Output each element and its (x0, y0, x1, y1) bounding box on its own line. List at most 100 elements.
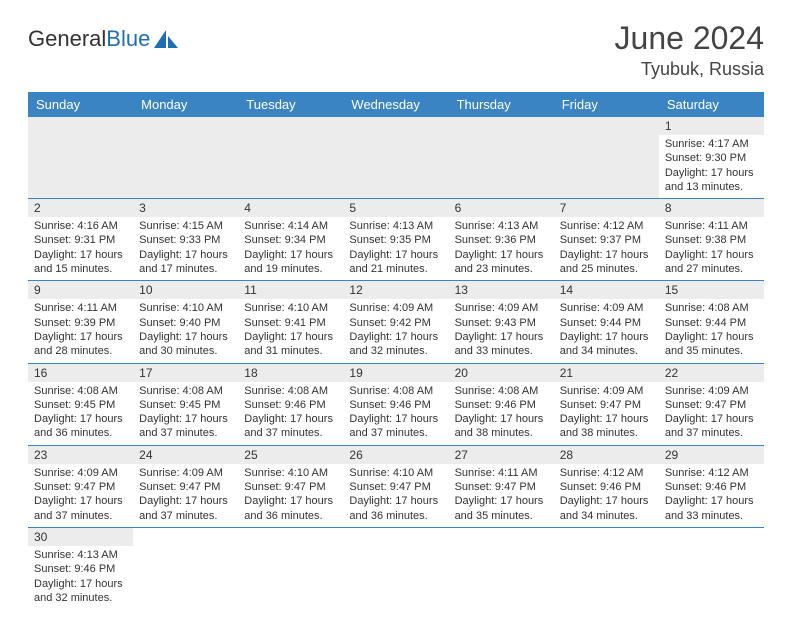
sunrise-text: Sunrise: 4:12 AM (665, 466, 758, 480)
daylight-text: Daylight: 17 hours and 33 minutes. (665, 494, 758, 523)
sunrise-text: Sunrise: 4:08 AM (139, 384, 232, 398)
sunrise-text: Sunrise: 4:13 AM (349, 219, 442, 233)
sunrise-text: Sunrise: 4:09 AM (34, 466, 127, 480)
day-details: Sunrise: 4:08 AMSunset: 9:45 PMDaylight:… (28, 382, 133, 445)
weekday-header: Sunday (28, 92, 133, 117)
calendar-cell: 13Sunrise: 4:09 AMSunset: 9:43 PMDayligh… (449, 281, 554, 363)
sunrise-text: Sunrise: 4:10 AM (244, 301, 337, 315)
day-details: Sunrise: 4:12 AMSunset: 9:46 PMDaylight:… (659, 464, 764, 527)
sunset-text: Sunset: 9:46 PM (34, 562, 127, 576)
day-details: Sunrise: 4:13 AMSunset: 9:46 PMDaylight:… (28, 546, 133, 609)
calendar-cell: 7Sunrise: 4:12 AMSunset: 9:37 PMDaylight… (554, 199, 659, 281)
sunset-text: Sunset: 9:42 PM (349, 316, 442, 330)
day-details: Sunrise: 4:11 AMSunset: 9:39 PMDaylight:… (28, 299, 133, 362)
sunset-text: Sunset: 9:39 PM (34, 316, 127, 330)
weekday-header: Tuesday (238, 92, 343, 117)
calendar-cell (449, 527, 554, 609)
calendar-cell: 29Sunrise: 4:12 AMSunset: 9:46 PMDayligh… (659, 445, 764, 527)
calendar-cell: 27Sunrise: 4:11 AMSunset: 9:47 PMDayligh… (449, 445, 554, 527)
calendar-cell: 21Sunrise: 4:09 AMSunset: 9:47 PMDayligh… (554, 363, 659, 445)
day-details: Sunrise: 4:09 AMSunset: 9:47 PMDaylight:… (659, 382, 764, 445)
day-number: 21 (554, 364, 659, 382)
sunset-text: Sunset: 9:37 PM (560, 233, 653, 247)
day-details: Sunrise: 4:13 AMSunset: 9:35 PMDaylight:… (343, 217, 448, 280)
calendar-cell (133, 527, 238, 609)
sunset-text: Sunset: 9:31 PM (34, 233, 127, 247)
day-number: 8 (659, 199, 764, 217)
day-number: 26 (343, 446, 448, 464)
day-number: 25 (238, 446, 343, 464)
calendar-row: 9Sunrise: 4:11 AMSunset: 9:39 PMDaylight… (28, 281, 764, 363)
day-number: 27 (449, 446, 554, 464)
calendar-cell: 9Sunrise: 4:11 AMSunset: 9:39 PMDaylight… (28, 281, 133, 363)
daylight-text: Daylight: 17 hours and 38 minutes. (560, 412, 653, 441)
day-details: Sunrise: 4:13 AMSunset: 9:36 PMDaylight:… (449, 217, 554, 280)
sunset-text: Sunset: 9:46 PM (244, 398, 337, 412)
calendar-cell: 4Sunrise: 4:14 AMSunset: 9:34 PMDaylight… (238, 199, 343, 281)
daylight-text: Daylight: 17 hours and 37 minutes. (139, 494, 232, 523)
calendar-cell (554, 527, 659, 609)
calendar-cell: 11Sunrise: 4:10 AMSunset: 9:41 PMDayligh… (238, 281, 343, 363)
daylight-text: Daylight: 17 hours and 37 minutes. (244, 412, 337, 441)
calendar-cell (554, 117, 659, 199)
calendar-cell (343, 117, 448, 199)
calendar-cell: 1Sunrise: 4:17 AMSunset: 9:30 PMDaylight… (659, 117, 764, 199)
day-details: Sunrise: 4:12 AMSunset: 9:37 PMDaylight:… (554, 217, 659, 280)
sunrise-text: Sunrise: 4:08 AM (665, 301, 758, 315)
sunset-text: Sunset: 9:47 PM (244, 480, 337, 494)
sunset-text: Sunset: 9:34 PM (244, 233, 337, 247)
day-details: Sunrise: 4:09 AMSunset: 9:47 PMDaylight:… (133, 464, 238, 527)
day-details: Sunrise: 4:16 AMSunset: 9:31 PMDaylight:… (28, 217, 133, 280)
sunrise-text: Sunrise: 4:08 AM (34, 384, 127, 398)
day-number: 10 (133, 281, 238, 299)
calendar-cell: 23Sunrise: 4:09 AMSunset: 9:47 PMDayligh… (28, 445, 133, 527)
sunrise-text: Sunrise: 4:09 AM (349, 301, 442, 315)
sunset-text: Sunset: 9:41 PM (244, 316, 337, 330)
day-details: Sunrise: 4:09 AMSunset: 9:42 PMDaylight:… (343, 299, 448, 362)
sunset-text: Sunset: 9:46 PM (665, 480, 758, 494)
day-number: 14 (554, 281, 659, 299)
day-details: Sunrise: 4:09 AMSunset: 9:44 PMDaylight:… (554, 299, 659, 362)
sail-icon (154, 30, 180, 48)
daylight-text: Daylight: 17 hours and 35 minutes. (665, 330, 758, 359)
day-details: Sunrise: 4:15 AMSunset: 9:33 PMDaylight:… (133, 217, 238, 280)
daylight-text: Daylight: 17 hours and 37 minutes. (665, 412, 758, 441)
calendar-cell: 16Sunrise: 4:08 AMSunset: 9:45 PMDayligh… (28, 363, 133, 445)
logo-text: GeneralBlue (28, 26, 150, 52)
sunrise-text: Sunrise: 4:09 AM (455, 301, 548, 315)
sunset-text: Sunset: 9:30 PM (665, 151, 758, 165)
calendar-cell (343, 527, 448, 609)
day-number: 23 (28, 446, 133, 464)
day-number: 17 (133, 364, 238, 382)
day-number: 16 (28, 364, 133, 382)
day-details: Sunrise: 4:12 AMSunset: 9:46 PMDaylight:… (554, 464, 659, 527)
daylight-text: Daylight: 17 hours and 36 minutes. (244, 494, 337, 523)
day-details: Sunrise: 4:08 AMSunset: 9:46 PMDaylight:… (238, 382, 343, 445)
sunset-text: Sunset: 9:46 PM (349, 398, 442, 412)
daylight-text: Daylight: 17 hours and 30 minutes. (139, 330, 232, 359)
daylight-text: Daylight: 17 hours and 27 minutes. (665, 248, 758, 277)
calendar-body: 1Sunrise: 4:17 AMSunset: 9:30 PMDaylight… (28, 117, 764, 609)
calendar-cell: 25Sunrise: 4:10 AMSunset: 9:47 PMDayligh… (238, 445, 343, 527)
day-number: 1 (659, 117, 764, 135)
sunrise-text: Sunrise: 4:12 AM (560, 219, 653, 233)
daylight-text: Daylight: 17 hours and 23 minutes. (455, 248, 548, 277)
daylight-text: Daylight: 17 hours and 17 minutes. (139, 248, 232, 277)
weekday-header: Monday (133, 92, 238, 117)
sunset-text: Sunset: 9:46 PM (455, 398, 548, 412)
sunrise-text: Sunrise: 4:12 AM (560, 466, 653, 480)
calendar-cell: 2Sunrise: 4:16 AMSunset: 9:31 PMDaylight… (28, 199, 133, 281)
sunset-text: Sunset: 9:38 PM (665, 233, 758, 247)
calendar-cell: 17Sunrise: 4:08 AMSunset: 9:45 PMDayligh… (133, 363, 238, 445)
daylight-text: Daylight: 17 hours and 32 minutes. (349, 330, 442, 359)
calendar-cell: 24Sunrise: 4:09 AMSunset: 9:47 PMDayligh… (133, 445, 238, 527)
daylight-text: Daylight: 17 hours and 34 minutes. (560, 330, 653, 359)
daylight-text: Daylight: 17 hours and 37 minutes. (139, 412, 232, 441)
logo-text-1: General (28, 26, 106, 51)
calendar-cell: 5Sunrise: 4:13 AMSunset: 9:35 PMDaylight… (343, 199, 448, 281)
sunrise-text: Sunrise: 4:13 AM (34, 548, 127, 562)
daylight-text: Daylight: 17 hours and 21 minutes. (349, 248, 442, 277)
day-number: 11 (238, 281, 343, 299)
calendar-cell: 22Sunrise: 4:09 AMSunset: 9:47 PMDayligh… (659, 363, 764, 445)
header: GeneralBlue June 2024 Tyubuk, Russia (28, 20, 764, 80)
